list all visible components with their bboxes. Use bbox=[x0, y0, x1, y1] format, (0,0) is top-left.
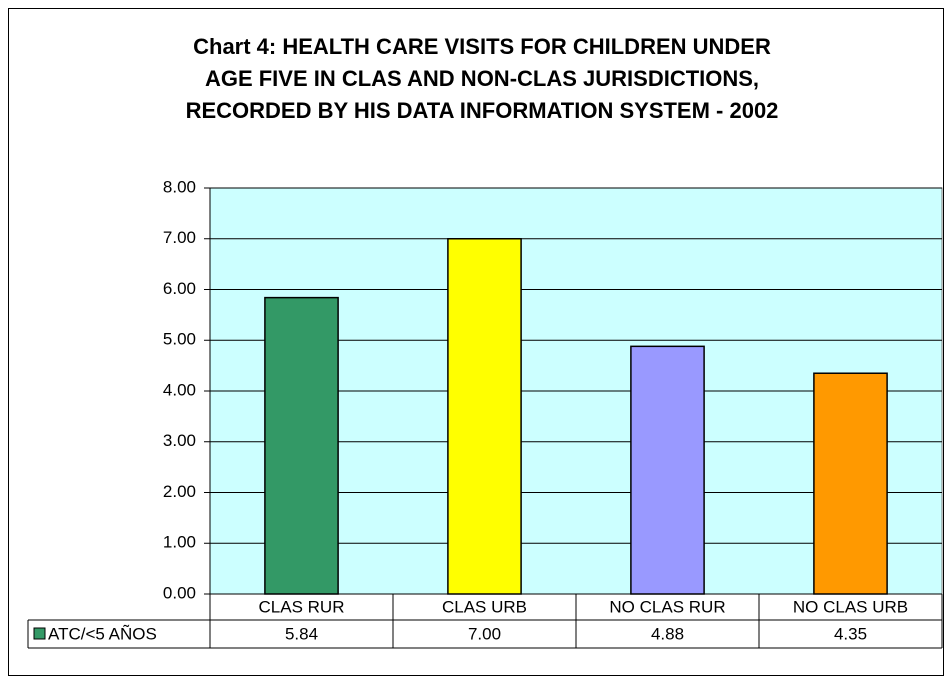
y-tick-label: 6.00 bbox=[163, 279, 196, 298]
x-tick-label: CLAS URB bbox=[442, 597, 527, 616]
x-tick-label: CLAS RUR bbox=[259, 597, 345, 616]
x-tick-label: NO CLAS RUR bbox=[609, 597, 725, 616]
legend-label: ATC/<5 AÑOS bbox=[48, 624, 157, 643]
y-tick-label: 1.00 bbox=[163, 533, 196, 552]
legend-key bbox=[33, 627, 46, 640]
y-tick-label: 2.00 bbox=[163, 482, 196, 501]
chart-title: AGE FIVE IN CLAS AND NON-CLAS JURISDICTI… bbox=[205, 66, 759, 91]
chart-title: RECORDED BY HIS DATA INFORMATION SYSTEM … bbox=[186, 98, 779, 123]
y-tick-label: 4.00 bbox=[163, 380, 196, 399]
table-value: 5.84 bbox=[285, 624, 318, 643]
table-value: 7.00 bbox=[468, 624, 501, 643]
y-tick-label: 7.00 bbox=[163, 228, 196, 247]
y-tick-label: 0.00 bbox=[163, 583, 196, 602]
y-tick-label: 3.00 bbox=[163, 431, 196, 450]
bar bbox=[813, 372, 888, 595]
x-tick-label: NO CLAS URB bbox=[793, 597, 908, 616]
y-tick-label: 5.00 bbox=[163, 330, 196, 349]
table-value: 4.35 bbox=[834, 624, 867, 643]
table-value: 4.88 bbox=[651, 624, 684, 643]
chart-title: Chart 4: HEALTH CARE VISITS FOR CHILDREN… bbox=[193, 34, 771, 59]
y-tick-label: 8.00 bbox=[163, 177, 196, 196]
bar bbox=[630, 345, 705, 595]
bar bbox=[447, 238, 522, 595]
bar bbox=[264, 296, 339, 595]
